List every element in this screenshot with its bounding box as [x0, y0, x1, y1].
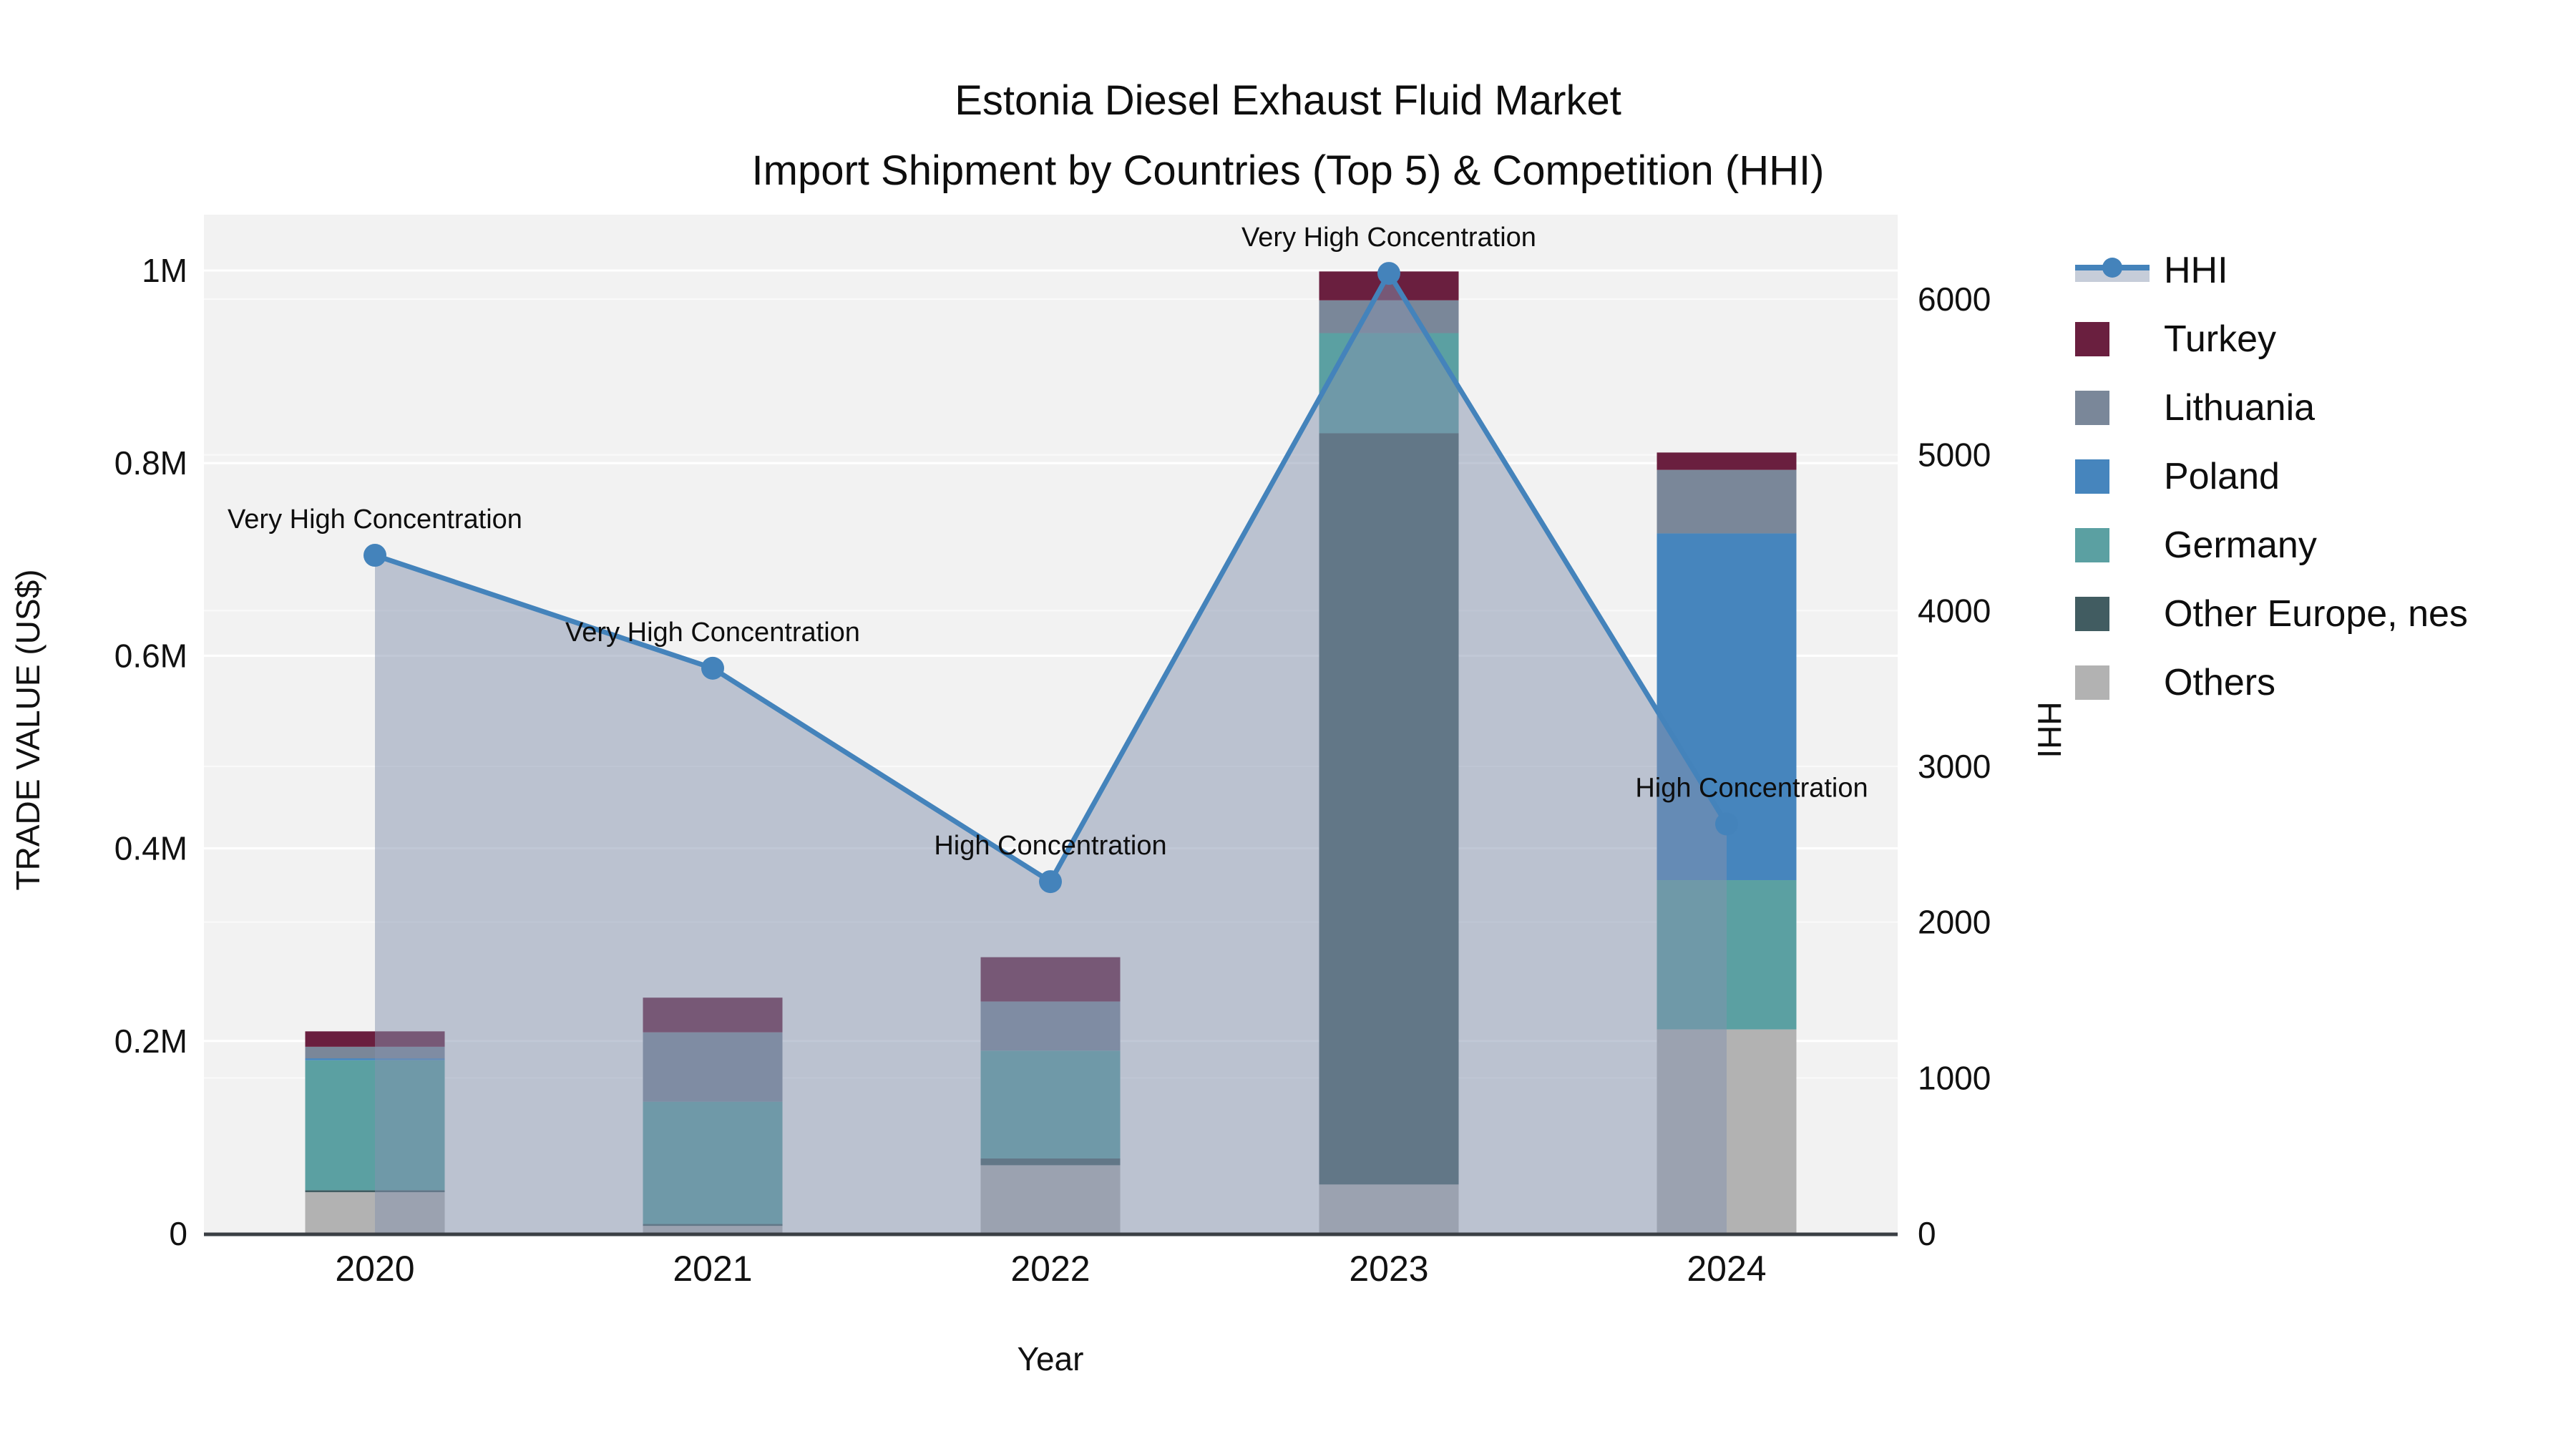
legend-label: HHI [2164, 250, 2228, 291]
y-right-tick-label: 1000 [1918, 1059, 1991, 1096]
annotation-2021: Very High Concentration [565, 618, 860, 648]
legend-item-other-europe-nes[interactable]: Other Europe, nes [2075, 580, 2468, 648]
y-left-tick-label: 0.8M [114, 444, 187, 482]
chart-title-line2: Import Shipment by Countries (Top 5) & C… [751, 147, 1825, 194]
legend-item-turkey[interactable]: Turkey [2075, 305, 2468, 374]
legend-label: Lithuania [2164, 387, 2316, 429]
y-left-axis-title: TRADE VALUE (US$) [9, 569, 47, 890]
bar-segment-lithuania [1657, 469, 1797, 534]
y-right-tick-label: 6000 [1918, 280, 1991, 318]
annotation-2020: Very High Concentration [228, 504, 522, 535]
chart-title-line1: Estonia Diesel Exhaust Fluid Market [955, 77, 1621, 124]
hhi-swatch-wrap [2075, 253, 2150, 288]
legend-color-square-icon [2075, 597, 2154, 631]
legend-item-hhi[interactable]: HHI [2075, 236, 2468, 305]
bar-segment-turkey [1657, 452, 1797, 470]
hhi-marker [1715, 812, 1738, 836]
y-right-tick-label: 0 [1918, 1215, 1936, 1252]
legend-color-square [2075, 528, 2109, 562]
hhi-marker [1377, 262, 1400, 286]
x-tick-label: 2020 [335, 1249, 414, 1289]
legend-color-square-icon [2075, 322, 2154, 356]
hhi-marker [1039, 870, 1062, 894]
legend-color-square-icon [2075, 391, 2154, 425]
annotation-2023: Very High Concentration [1241, 223, 1536, 253]
y-left-tick-label: 0.4M [114, 830, 187, 867]
legend-item-lithuania[interactable]: Lithuania [2075, 374, 2468, 442]
x-tick-label: 2021 [673, 1249, 752, 1289]
legend-label: Turkey [2164, 318, 2276, 360]
hhi-marker-glyph [2102, 258, 2122, 278]
hhi-line-swatch-icon [2075, 253, 2154, 288]
annotation-2022: High Concentration [934, 831, 1166, 861]
legend-label: Others [2164, 662, 2276, 703]
hhi-marker [701, 656, 724, 680]
legend-item-others[interactable]: Others [2075, 648, 2468, 717]
x-tick-label: 2024 [1687, 1249, 1766, 1289]
y-left-tick-label: 1M [142, 252, 187, 289]
hhi-area-fill [375, 273, 1727, 1234]
y-left-tick-label: 0.6M [114, 637, 187, 674]
legend-item-poland[interactable]: Poland [2075, 442, 2468, 511]
y-right-tick-label: 5000 [1918, 436, 1991, 474]
hhi-marker [364, 544, 386, 567]
legend-color-square-icon [2075, 528, 2154, 562]
legend-color-square [2075, 597, 2109, 631]
legend-color-square-icon [2075, 459, 2154, 494]
legend-color-square-icon [2075, 665, 2154, 700]
y-left-tick-label: 0 [169, 1215, 187, 1252]
legend-label: Germany [2164, 525, 2317, 566]
y-right-tick-label: 4000 [1918, 592, 1991, 629]
annotation-2024: High Concentration [1635, 774, 1868, 804]
y-right-axis-title: HHI [2031, 701, 2068, 758]
y-right-tick-label: 3000 [1918, 748, 1991, 785]
legend-color-square [2075, 665, 2109, 700]
chart-title: Estonia Diesel Exhaust Fluid Market Impo… [0, 66, 2576, 206]
legend-color-square [2075, 459, 2109, 494]
legend-color-square [2075, 391, 2109, 425]
legend-color-square [2075, 322, 2109, 356]
legend-label: Other Europe, nes [2164, 593, 2468, 635]
legend-item-germany[interactable]: Germany [2075, 511, 2468, 580]
y-left-tick-label: 0.2M [114, 1023, 187, 1060]
legend-label: Poland [2164, 456, 2280, 497]
x-axis-title: Year [1018, 1340, 1084, 1377]
legend: HHI Turkey Lithuania Poland Germany Other Eur… [2075, 236, 2468, 717]
y-right-tick-label: 2000 [1918, 904, 1991, 941]
x-tick-label: 2022 [1010, 1249, 1090, 1289]
x-tick-label: 2023 [1349, 1249, 1428, 1289]
